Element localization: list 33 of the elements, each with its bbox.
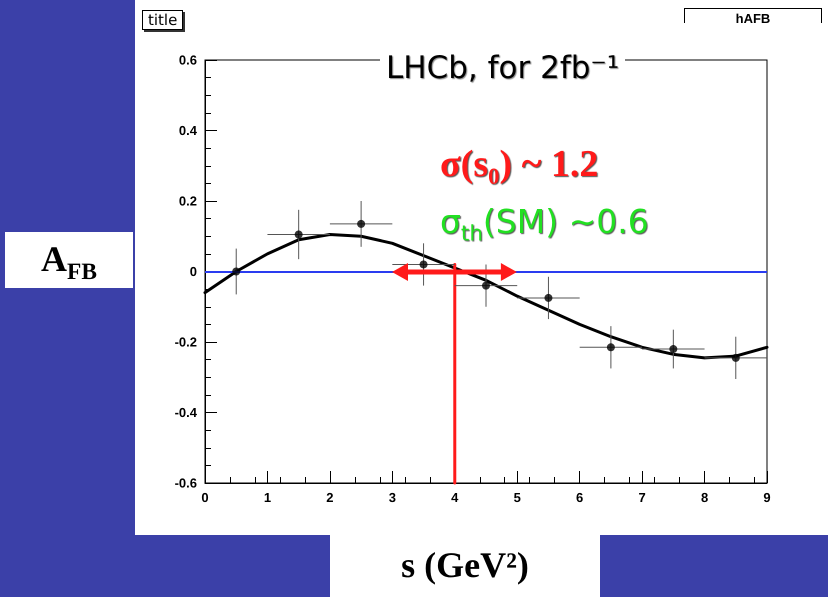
x-tick-label: 0 <box>201 490 209 505</box>
x-tick-label: 3 <box>388 490 396 505</box>
x-tick-label: 9 <box>763 490 771 505</box>
x-tick-label: 6 <box>576 490 584 505</box>
x-tick-label: 2 <box>326 490 334 505</box>
x-tick-label: 7 <box>638 490 646 505</box>
y-tick-label: 0.6 <box>178 52 197 68</box>
point <box>232 268 240 276</box>
point <box>732 354 740 362</box>
x-tick-label: 8 <box>700 490 708 505</box>
x-axis-title: s (GeV²) <box>330 535 600 597</box>
point <box>420 260 428 268</box>
chart-title: title <box>142 10 184 30</box>
point <box>357 220 366 228</box>
point <box>669 345 678 354</box>
annotation: σ$_{th}$(SM) ~0.6 <box>440 202 649 247</box>
point <box>294 230 303 238</box>
text: hAFB <box>684 8 822 26</box>
point <box>544 294 552 302</box>
point <box>482 282 490 290</box>
point <box>606 343 615 352</box>
chart-subtitle: LHCb, for 2fb⁻¹ <box>380 50 626 86</box>
y-tick-label: -0.6 <box>174 476 197 490</box>
y-tick-label: -0.2 <box>174 334 197 350</box>
y-tick-label: 0.2 <box>178 194 197 208</box>
y-tick-label: -0.4 <box>174 405 198 420</box>
x-tick-label: 5 <box>514 490 521 505</box>
y-tick-label: 0.4 <box>178 123 198 138</box>
x-tick-label: 4 <box>451 490 460 505</box>
x-tick-label: 1 <box>264 490 272 505</box>
y-tick-label: 0 <box>190 264 197 279</box>
annotation: σ(s₀) ~ 1.2 <box>440 142 598 186</box>
y-axis-title: A$_{FB}$ <box>5 232 133 288</box>
